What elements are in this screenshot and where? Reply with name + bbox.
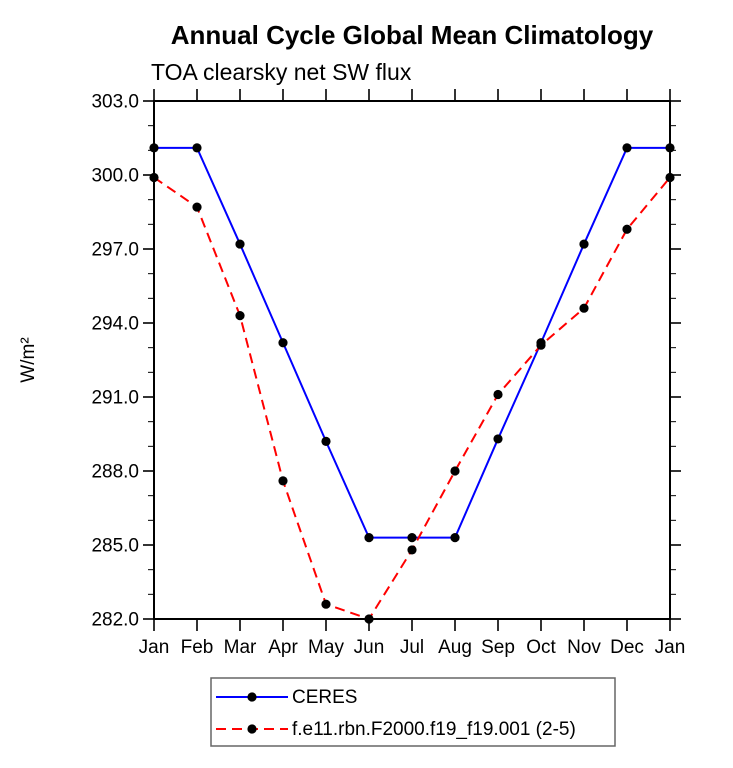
x-axis-tick-label: Oct	[526, 637, 556, 658]
data-point-marker	[235, 239, 245, 249]
x-axis-tick-label: Aug	[438, 637, 472, 658]
data-point-marker	[149, 172, 159, 183]
data-point-marker	[665, 172, 675, 183]
y-axis-tick-label: 300.0	[91, 166, 139, 187]
data-point-marker	[450, 533, 460, 543]
data-point-marker	[665, 143, 675, 153]
legend-marker-ceres	[247, 692, 257, 702]
y-axis-label: W/m²	[18, 337, 39, 382]
data-point-marker	[321, 599, 331, 609]
data-point-marker	[407, 533, 417, 543]
data-point-marker	[278, 338, 288, 348]
legend-entry-ceres: CERES	[216, 687, 357, 708]
legend-entry-model: f.e11.rbn.F2000.f19_f19.001 (2-5)	[216, 719, 576, 740]
data-series-group	[149, 143, 675, 624]
chart-subtitle: TOA clearsky net SW flux	[151, 59, 412, 85]
data-point-marker	[493, 434, 503, 444]
x-axis-tick-label: Nov	[567, 637, 601, 658]
data-point-marker	[579, 303, 589, 313]
x-axis-tick-label: Jun	[354, 637, 385, 658]
legend-label-ceres: CERES	[292, 687, 357, 708]
y-axis-tick-label: 294.0	[91, 314, 139, 335]
data-point-marker	[622, 143, 632, 153]
x-axis-tick-label: Jan	[139, 637, 170, 658]
data-point-marker	[149, 143, 159, 153]
legend: CERES f.e11.rbn.F2000.f19_f19.001 (2-5)	[210, 677, 616, 747]
y-axis-tick-label: 303.0	[91, 92, 139, 113]
data-point-marker	[579, 239, 589, 249]
y-axis-tick-labels: 303.0 300.0 297.0 294.0 291.0 288.0 285.0 282.0	[91, 92, 139, 631]
x-axis-tick-label: Dec	[610, 637, 644, 658]
y-axis-tick-label: 288.0	[91, 462, 139, 483]
x-axis-tick-label: Jan	[655, 637, 686, 658]
plot-frame	[153, 100, 671, 620]
y-axis-tick-label: 291.0	[91, 388, 139, 409]
y-axis-tick-label: 297.0	[91, 240, 139, 261]
chart-title: Annual Cycle Global Mean Climatology	[171, 20, 654, 50]
x-axis-tick-label: Feb	[181, 637, 214, 658]
legend-box	[210, 677, 616, 747]
data-point-marker	[321, 436, 331, 446]
x-axis-tick-labels: Jan Feb Mar Apr May Jun Jul Aug Sep Oct Nov Dec Jan	[139, 637, 686, 658]
series-line-ceres	[154, 146, 670, 539]
legend-label-model: f.e11.rbn.F2000.f19_f19.001 (2-5)	[292, 719, 576, 740]
data-point-marker	[622, 224, 632, 234]
data-point-marker	[192, 202, 202, 212]
x-axis-tick-label: Jul	[400, 637, 424, 658]
x-axis-tick-label: Sep	[481, 637, 515, 658]
y-axis-tick-label: 282.0	[91, 610, 139, 631]
data-point-marker	[364, 533, 374, 543]
data-point-marker	[235, 311, 245, 321]
data-point-marker	[364, 614, 374, 624]
data-point-marker	[278, 476, 288, 486]
data-point-marker	[536, 340, 546, 350]
data-point-marker	[493, 389, 503, 400]
x-axis-tick-label: May	[308, 637, 344, 658]
y-axis-tick-label: 285.0	[91, 536, 139, 557]
x-axis-ticks	[153, 89, 671, 631]
x-axis-tick-label: Mar	[224, 637, 257, 658]
data-point-marker	[450, 466, 460, 476]
data-point-marker	[192, 143, 202, 153]
x-axis-tick-label: Apr	[268, 637, 298, 658]
data-point-marker	[407, 545, 417, 555]
legend-marker-model	[247, 724, 257, 734]
